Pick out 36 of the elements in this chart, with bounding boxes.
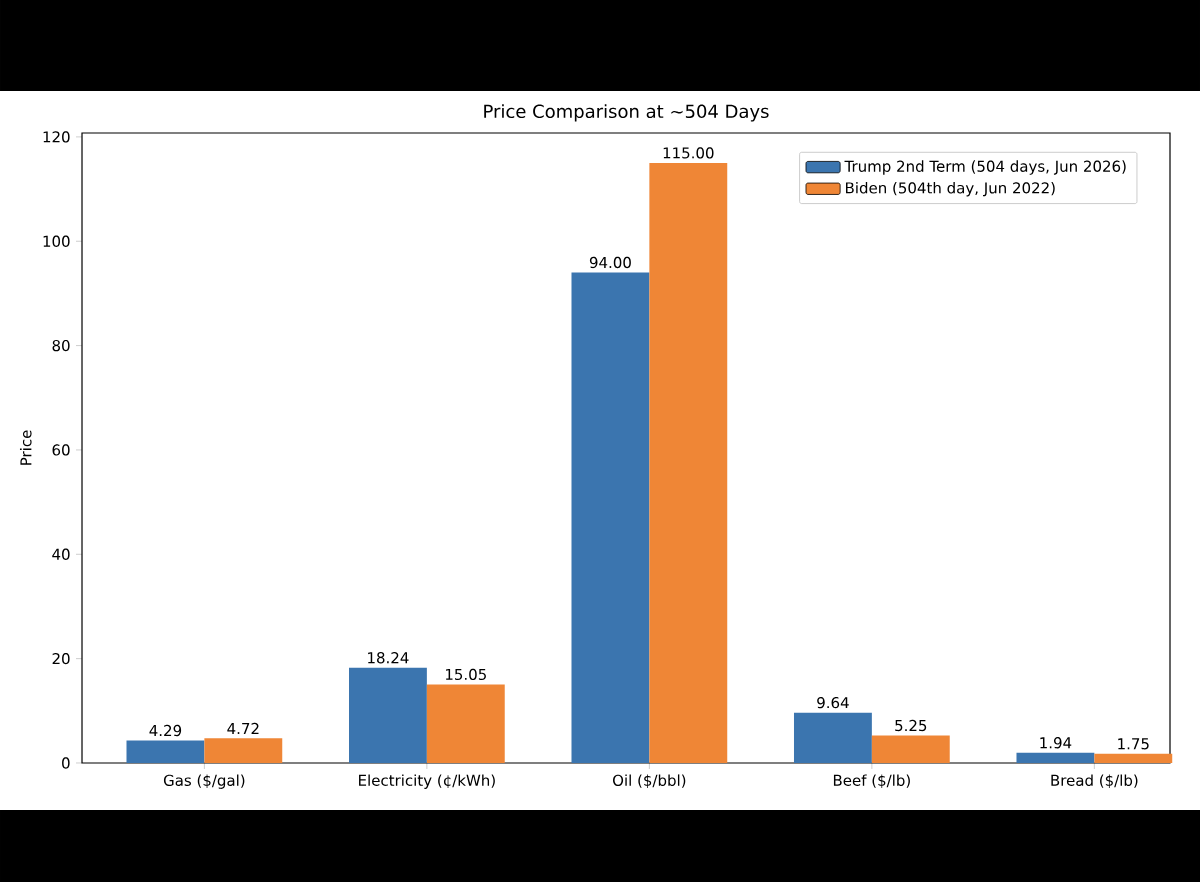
chart-title: Price Comparison at ~504 Days [484,104,769,122]
data-label: 18.24 [368,652,409,664]
bar [349,667,427,763]
legend-label: Trump 2nd Term (504 days, Jun 2026) [844,160,1126,175]
data-label: 15.05 [446,668,486,681]
x-tick-label: Electricity (¢/kWh) [359,774,495,789]
bar [649,162,728,763]
bar [1094,753,1173,763]
y-tick-label: 120 [43,131,70,143]
x-tick-label: Oil ($/bbl) [613,774,686,788]
data-label: 1.94 [1040,737,1072,749]
y-tick-label: 0 [62,757,70,769]
legend-label: Biden (504th day, Jun 2022) [846,181,1055,197]
y-tick-label: 60 [52,444,70,456]
bar [871,735,950,763]
data-label: 5.25 [895,719,927,732]
data-label: 9.64 [817,696,849,709]
x-tick-label: Gas ($/gal) [163,774,245,789]
data-label: 4.72 [227,722,259,734]
data-label: 115.00 [663,147,714,159]
bar [126,740,205,763]
y-tick-label: 20 [52,652,70,665]
data-label: 4.29 [149,724,182,737]
bar [793,712,872,763]
x-tick-label: Beef ($/lb) [833,774,910,788]
bar [204,738,283,763]
y-tick-label: 80 [52,339,70,352]
bar [571,272,650,763]
bar [1016,752,1095,763]
data-label: 1.75 [1118,738,1149,750]
x-tick-label: Bread ($/lb) [1051,774,1138,788]
data-label: 94.00 [589,256,631,269]
y-axis-title: Price [19,430,32,465]
y-tick-label: 100 [43,235,70,247]
y-tick-label: 40 [52,548,70,560]
bar [426,684,505,763]
